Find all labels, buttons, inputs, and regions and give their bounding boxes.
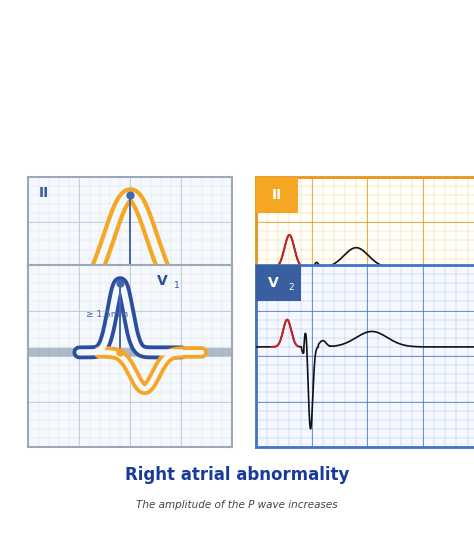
Text: ≥ 1.5mm: ≥ 1.5mm <box>85 310 128 319</box>
Text: > 2.5mm: > 2.5mm <box>137 283 179 291</box>
FancyBboxPatch shape <box>256 177 298 213</box>
Text: II: II <box>38 185 49 200</box>
Text: Right atrial abnormality: Right atrial abnormality <box>125 466 349 485</box>
Text: V: V <box>157 274 168 288</box>
Text: II: II <box>272 188 282 202</box>
Text: 1: 1 <box>174 282 180 290</box>
Text: The amplitude of the P wave increases: The amplitude of the P wave increases <box>136 500 338 509</box>
Text: 2: 2 <box>288 283 294 292</box>
FancyBboxPatch shape <box>256 265 301 301</box>
Text: V: V <box>268 276 279 290</box>
